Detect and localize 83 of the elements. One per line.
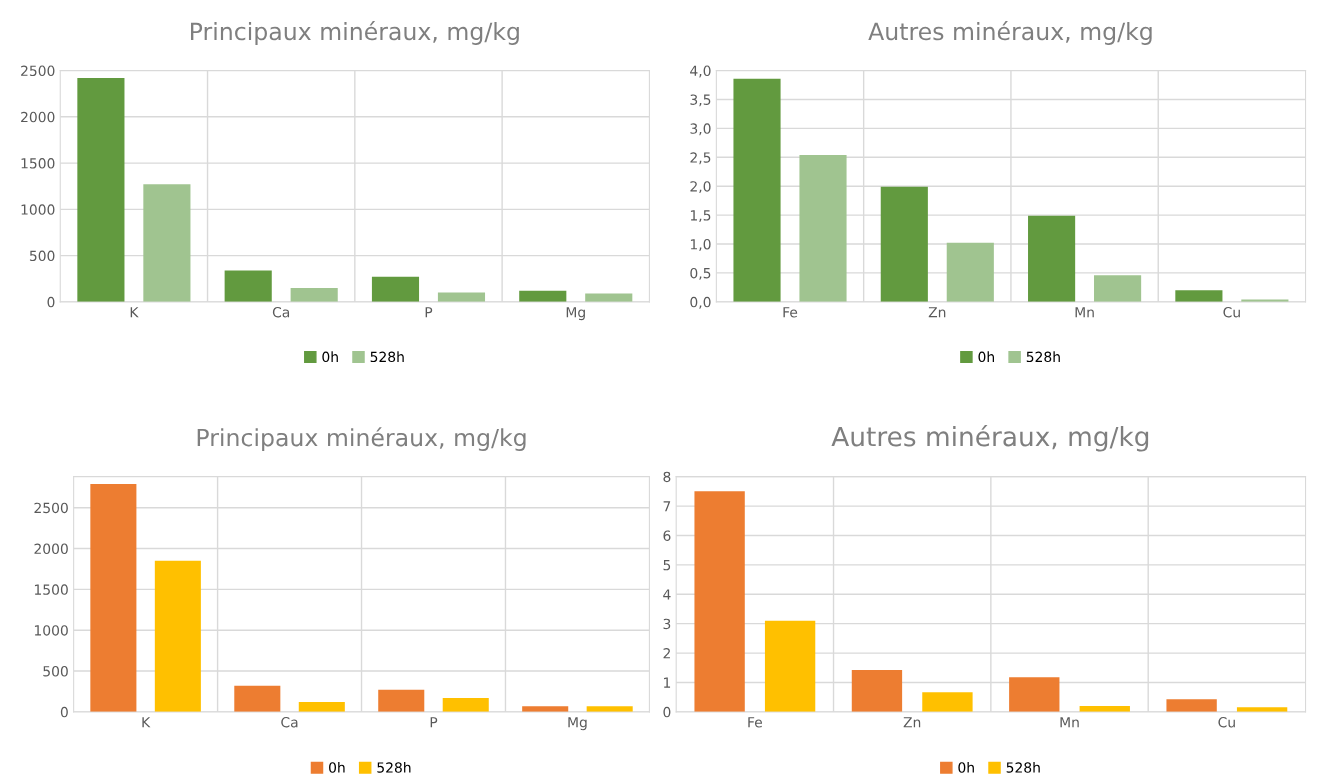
- bar: [733, 78, 781, 302]
- y-tick-label: 4: [663, 589, 671, 600]
- y-tick-label: 1500: [34, 584, 68, 595]
- bar: [1094, 275, 1142, 302]
- y-tick-label: 2000: [21, 111, 55, 123]
- bar: [764, 620, 816, 712]
- bar: [1028, 215, 1076, 302]
- chart-title: Autres minéraux, mg/kg: [868, 21, 1152, 45]
- y-tick-label: 3: [663, 618, 671, 630]
- bar: [519, 290, 567, 302]
- y-tick-label: 0: [60, 706, 68, 718]
- bar: [1009, 677, 1060, 712]
- bar: [1175, 290, 1223, 302]
- x-tick-label: P: [430, 717, 438, 728]
- x-tick-label: Ca: [281, 716, 298, 728]
- legend-label: 0h: [322, 351, 338, 363]
- x-tick-label: Mg: [568, 717, 587, 731]
- y-tick-label: 1000: [21, 204, 55, 215]
- bar: [143, 184, 191, 302]
- bar: [922, 692, 973, 712]
- x-tick-label: K: [130, 307, 139, 318]
- legend-label: 0h: [978, 351, 994, 363]
- bar: [154, 560, 201, 712]
- x-tick-label: K: [142, 717, 151, 728]
- y-tick-label: 0: [47, 296, 55, 308]
- y-tick-label: 500: [43, 666, 68, 677]
- y-tick-label: 3,5: [690, 94, 711, 107]
- bar: [799, 154, 847, 302]
- x-tick-label: Cu: [1223, 306, 1240, 318]
- bar: [371, 276, 420, 302]
- x-tick-label: Zn: [903, 717, 921, 728]
- y-tick-label: 2,0: [690, 181, 711, 194]
- bar: [290, 287, 338, 302]
- bar: [298, 702, 345, 712]
- y-tick-label: 1,5: [690, 210, 711, 222]
- y-tick-label: 2500: [21, 65, 55, 77]
- legend-label: 0h: [329, 762, 345, 773]
- y-tick-label: 500: [29, 250, 55, 262]
- x-tick-label: Mg: [566, 307, 585, 321]
- legend-label: 528h: [1026, 351, 1060, 363]
- chart-title: Principaux minéraux, mg/kg: [191, 21, 519, 45]
- y-tick-label: 1500: [21, 158, 55, 169]
- bar: [880, 186, 928, 302]
- x-tick-label: Mn: [1075, 307, 1094, 318]
- y-tick-label: 5: [663, 560, 671, 571]
- legend-label: 528h: [370, 351, 404, 363]
- bar: [77, 77, 125, 302]
- bar: [90, 484, 137, 712]
- y-tick-label: 0: [663, 706, 671, 718]
- y-tick-label: 2,5: [690, 152, 711, 165]
- bar: [1166, 699, 1217, 712]
- bar: [234, 685, 281, 712]
- y-tick-label: 4,0: [690, 65, 711, 78]
- bar: [694, 491, 745, 712]
- bar: [851, 670, 903, 712]
- x-tick-label: Cu: [1218, 716, 1235, 728]
- y-tick-label: 7: [663, 501, 671, 512]
- y-tick-label: 8: [663, 471, 671, 483]
- y-tick-label: 2000: [34, 543, 68, 555]
- legend-label: 528h: [377, 762, 411, 773]
- y-tick-label: 3,0: [690, 123, 711, 136]
- y-tick-label: 0,5: [690, 267, 711, 280]
- x-tick-label: P: [425, 307, 433, 318]
- x-tick-label: Fe: [748, 717, 763, 728]
- y-tick-label: 0,0: [690, 296, 711, 309]
- chart-title: Autres minéraux, mg/kg: [831, 425, 1149, 452]
- x-tick-label: Zn: [928, 307, 946, 318]
- y-tick-label: 2: [663, 648, 670, 659]
- bar: [224, 270, 272, 302]
- chart-title: Principaux minéraux, mg/kg: [197, 427, 526, 452]
- legend-label: 528h: [1006, 762, 1040, 773]
- bar: [378, 689, 425, 712]
- bar: [442, 697, 489, 712]
- bar: [946, 242, 994, 302]
- x-tick-label: Mn: [1060, 717, 1079, 728]
- legend-label: 0h: [958, 762, 974, 773]
- y-tick-label: 1: [664, 677, 671, 688]
- x-tick-label: Fe: [783, 307, 798, 318]
- x-tick-label: Ca: [272, 306, 290, 318]
- y-tick-label: 1,0: [690, 238, 711, 251]
- y-tick-label: 1000: [34, 625, 68, 636]
- y-tick-label: 6: [663, 530, 671, 541]
- y-tick-label: 2500: [34, 502, 68, 514]
